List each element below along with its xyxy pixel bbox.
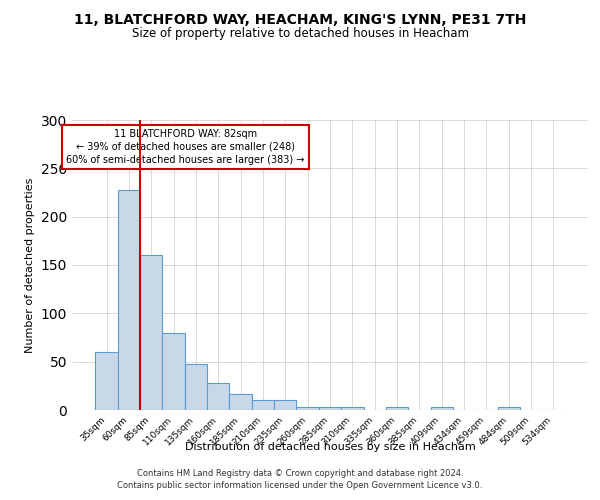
Bar	[497, 407, 520, 410]
Bar	[163, 332, 185, 410]
Bar	[229, 394, 252, 410]
Bar	[95, 352, 118, 410]
Bar	[118, 190, 140, 410]
Bar	[185, 364, 207, 410]
Bar	[252, 400, 274, 410]
Text: 11, BLATCHFORD WAY, HEACHAM, KING'S LYNN, PE31 7TH: 11, BLATCHFORD WAY, HEACHAM, KING'S LYNN…	[74, 12, 526, 26]
Bar	[274, 400, 296, 410]
Text: Size of property relative to detached houses in Heacham: Size of property relative to detached ho…	[131, 28, 469, 40]
Text: 11 BLATCHFORD WAY: 82sqm
← 39% of detached houses are smaller (248)
60% of semi-: 11 BLATCHFORD WAY: 82sqm ← 39% of detach…	[67, 128, 305, 165]
Y-axis label: Number of detached properties: Number of detached properties	[25, 178, 35, 352]
Bar	[431, 407, 453, 410]
Bar	[319, 407, 341, 410]
Bar	[296, 407, 319, 410]
Text: Contains HM Land Registry data © Crown copyright and database right 2024.
Contai: Contains HM Land Registry data © Crown c…	[118, 468, 482, 490]
Text: Distribution of detached houses by size in Heacham: Distribution of detached houses by size …	[185, 442, 475, 452]
Bar	[140, 256, 163, 410]
Bar	[341, 407, 364, 410]
Bar	[386, 407, 408, 410]
Bar	[207, 383, 229, 410]
